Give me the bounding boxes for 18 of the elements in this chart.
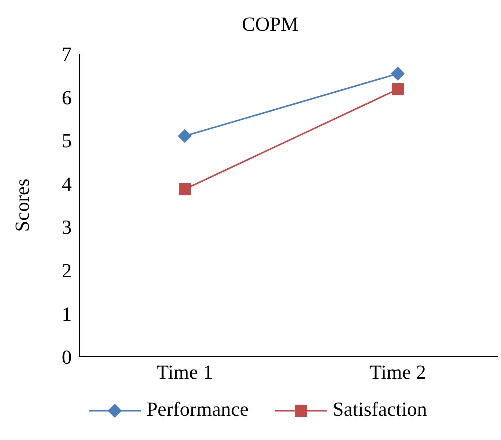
point [392,83,404,96]
point [179,183,191,196]
legend-label: Performance [146,399,249,422]
y-tick-label: 4 [62,174,72,196]
chart-title: COPM [241,14,300,38]
legend-label: Satisfaction [332,399,428,422]
point [391,66,405,81]
y-tick-label: 5 [62,130,72,153]
y-tick-label: 3 [62,217,72,240]
point [178,129,192,144]
y-tick-label: 7 [62,44,72,66]
x-tick-label: Time 1 [156,362,214,384]
y-tick-label: 2 [62,260,72,283]
y-tick-label: 0 [62,347,72,370]
y-tick-label: 6 [62,87,72,110]
y-axis-title: Scores [12,178,34,232]
y-tick-label: 1 [62,304,72,326]
x-tick-label: Time 2 [370,362,426,384]
